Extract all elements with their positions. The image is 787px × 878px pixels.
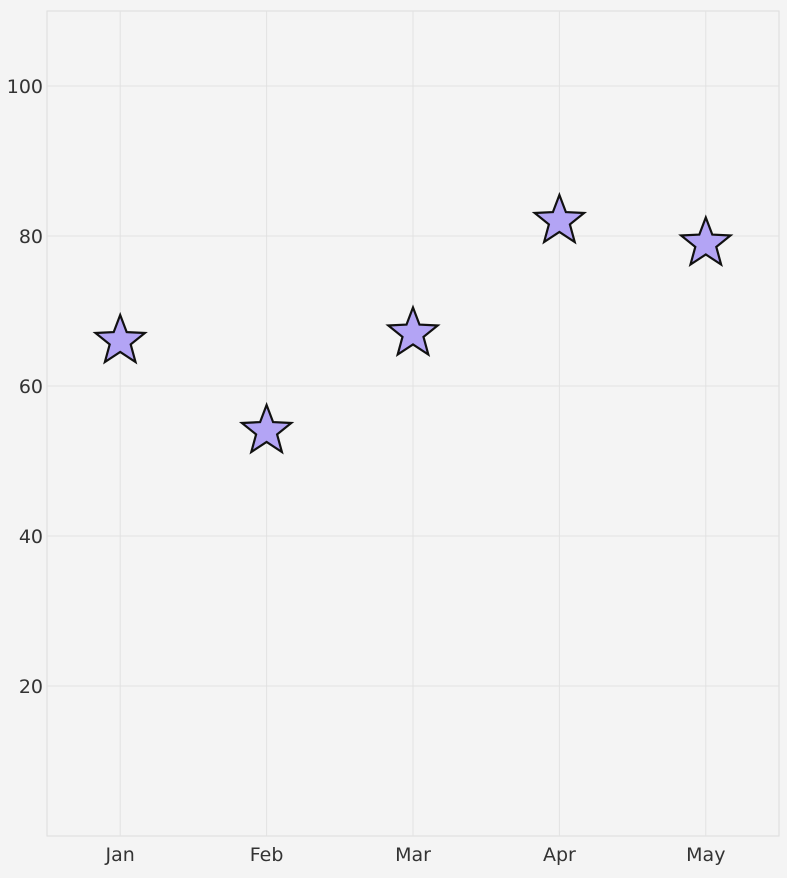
data-point-star-apr <box>531 191 588 245</box>
data-point-star-may <box>678 214 734 268</box>
y-tick-label: 60 <box>19 376 43 398</box>
x-tick-label: Jan <box>105 844 135 866</box>
y-tick-label: 80 <box>19 226 43 248</box>
x-tick-label: Feb <box>250 844 284 866</box>
y-tick-label: 40 <box>19 526 43 548</box>
data-point-star-mar <box>385 304 441 358</box>
data-point-star-jan <box>92 311 148 365</box>
x-tick-label: Mar <box>395 844 431 866</box>
data-point-star-feb <box>238 401 295 455</box>
y-tick-label: 20 <box>19 676 43 698</box>
x-tick-label: Apr <box>543 844 576 866</box>
x-tick-label: May <box>686 844 725 866</box>
y-tick-label: 100 <box>7 76 43 98</box>
